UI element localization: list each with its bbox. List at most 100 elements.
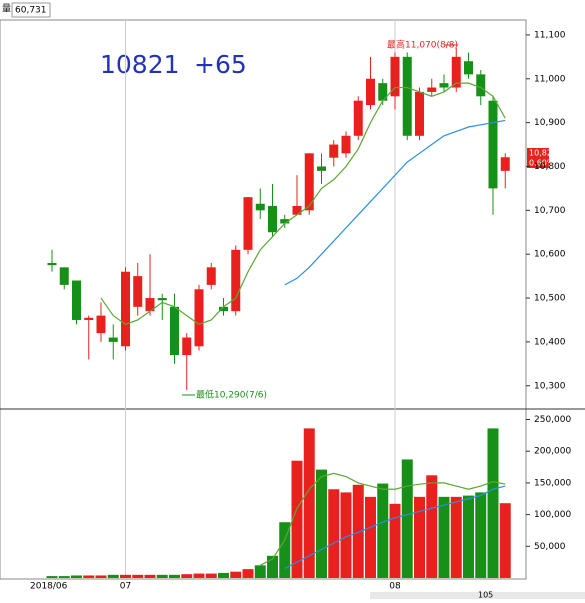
volume-bar	[401, 459, 413, 578]
low-note: 最低10,290(7/6)	[196, 389, 267, 401]
candle-body	[317, 166, 326, 171]
candle-body	[390, 56, 400, 97]
start-label: 2018/06	[30, 582, 68, 592]
candle-body	[488, 100, 498, 189]
candle-body	[378, 83, 388, 101]
y-tick-label: 10,700	[534, 206, 566, 216]
volume-bar	[242, 569, 254, 578]
candle-body	[96, 315, 106, 334]
volume-bar	[267, 555, 278, 578]
candle-body	[439, 83, 449, 88]
candle-body	[219, 306, 228, 312]
volume-bar	[303, 428, 315, 578]
volume-bar	[46, 576, 58, 578]
candle-body	[72, 280, 81, 320]
candle-body	[353, 100, 363, 136]
candle-body	[500, 157, 510, 171]
candle-body	[451, 56, 461, 88]
candle-body	[476, 74, 486, 97]
volume-bar	[279, 522, 291, 578]
candle-body	[206, 267, 216, 285]
volume-bar	[95, 575, 107, 578]
volume-bar	[499, 503, 511, 578]
volume-bar	[156, 574, 168, 578]
volume-bar	[132, 574, 144, 578]
candle-body	[243, 197, 253, 250]
candle-body	[268, 205, 277, 233]
y-tick-label: 150,000	[534, 478, 571, 488]
volume-bar	[205, 573, 217, 578]
volume-bar	[316, 469, 327, 578]
y-tick-label: 100,000	[534, 510, 571, 520]
last-change: 0.60%	[529, 159, 555, 168]
toolbar-label[interactable]: 105	[478, 591, 493, 600]
headline: 10821	[100, 50, 180, 79]
volume-bar	[365, 496, 376, 578]
top-value: 60,731	[15, 6, 47, 16]
volume-bar	[71, 575, 82, 578]
candle-body	[292, 205, 302, 215]
candle-body	[157, 298, 167, 301]
x-tick-label: 07	[120, 582, 131, 592]
high-note: 最高11,070(8/8)	[387, 39, 458, 51]
volume-bar	[169, 574, 180, 578]
y-tick-label: 11,000	[534, 74, 566, 84]
last-price-box	[527, 148, 549, 168]
candle-body	[47, 262, 57, 266]
volume-bar	[414, 496, 425, 578]
ma-short-line	[100, 82, 506, 326]
candle-body	[402, 56, 412, 136]
volume-bar	[389, 503, 401, 578]
last-price: 10,821	[529, 149, 557, 158]
top-label: 量	[2, 4, 11, 15]
y-tick-label: 11,100	[534, 30, 566, 40]
toolbar[interactable]	[370, 592, 585, 599]
y-tick-label: 10,400	[534, 337, 566, 347]
volume-bar	[120, 574, 131, 578]
top-value-box	[11, 2, 51, 18]
candle-body	[108, 337, 118, 342]
candle-body	[255, 203, 265, 211]
candle-body	[366, 78, 375, 106]
volume-ma-long-line	[284, 485, 506, 570]
volume-bar	[377, 483, 389, 578]
volume-bar	[426, 475, 438, 578]
y-tick-label: 10,800	[534, 162, 566, 172]
y-tick-label: 50,000	[534, 542, 566, 552]
y-tick-label: 250,000	[534, 415, 571, 425]
volume-bar	[181, 574, 193, 578]
candle-body	[231, 249, 241, 312]
volume-bar	[438, 496, 450, 578]
volume-bar	[58, 576, 70, 578]
volume-bar	[193, 573, 205, 578]
volume-bar	[352, 484, 364, 578]
x-tick-label: 08	[389, 582, 401, 592]
volume-bar	[144, 574, 156, 578]
candle-body	[415, 91, 424, 136]
candle-body	[145, 298, 155, 312]
volume-bar	[254, 565, 266, 578]
candle-body	[182, 337, 192, 356]
volume-bar	[107, 574, 119, 578]
candle-body	[121, 271, 130, 347]
candle-body	[304, 153, 314, 211]
volume-bar	[230, 571, 242, 578]
candle-body	[84, 317, 94, 320]
candle-body	[133, 276, 143, 307]
y-tick-label: 10,900	[534, 118, 566, 128]
volume-bar	[218, 572, 229, 578]
candle-body	[194, 289, 204, 347]
y-tick-label: 10,600	[534, 250, 566, 260]
volume-bar	[328, 489, 340, 578]
headline-change: +65	[194, 50, 247, 79]
y-tick-label: 10,500	[534, 294, 566, 304]
y-tick-label: 10,300	[534, 381, 566, 391]
y-tick-label: 200,000	[534, 447, 571, 457]
candle-body	[170, 306, 179, 356]
candle-body	[280, 219, 290, 224]
volume-bar	[83, 575, 95, 578]
volume-bar	[487, 428, 499, 578]
ma-long-line	[284, 119, 506, 286]
volume-bar	[340, 492, 352, 578]
